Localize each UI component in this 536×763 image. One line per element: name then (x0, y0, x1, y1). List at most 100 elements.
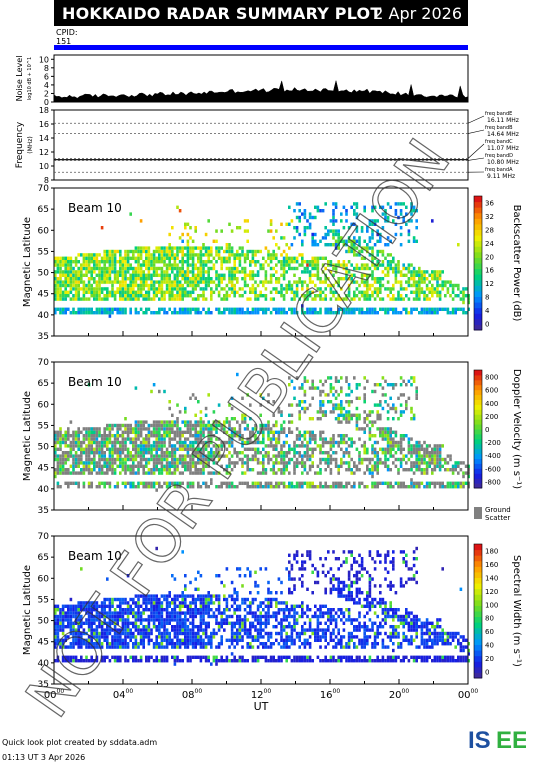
echo-cell (319, 294, 322, 298)
echo-cell (113, 434, 117, 438)
echo-cell (191, 256, 195, 260)
echo-cell (178, 290, 182, 294)
echo-cell (80, 614, 83, 619)
echo-cell (298, 209, 301, 213)
echo-cell (113, 611, 117, 615)
echo-cell (176, 266, 179, 271)
echo-cell (134, 464, 138, 468)
echo-cell (311, 386, 314, 390)
echo-cell (243, 427, 247, 431)
echo-cell (215, 420, 218, 424)
echo-cell (103, 464, 106, 468)
echo-cell (155, 256, 158, 260)
echo-cell (72, 628, 75, 632)
echo-cell (150, 618, 153, 622)
echo-cell (233, 260, 236, 264)
echo-cell (113, 280, 117, 284)
echo-cell (74, 297, 78, 301)
echo-cell (111, 434, 114, 438)
echo-cell (280, 444, 283, 448)
echo-cell (150, 260, 153, 264)
echo-cell (158, 434, 161, 438)
echo-cell (389, 307, 392, 311)
echo-cell (256, 461, 260, 465)
echo-cell (194, 625, 197, 629)
echo-cell (267, 280, 270, 284)
echo-cell (386, 485, 390, 489)
echo-cell (72, 481, 75, 485)
echo-cell (181, 283, 184, 288)
echo-cell (103, 628, 106, 632)
echo-cell (103, 260, 106, 264)
echo-cell (355, 464, 359, 468)
echo-cell (181, 307, 184, 311)
echo-cell (106, 437, 109, 441)
echo-cell (77, 611, 80, 615)
echo-cell (72, 437, 75, 441)
echo-cell (134, 642, 138, 646)
echo-cell (363, 273, 366, 277)
echo-cell (249, 273, 252, 277)
echo-cell (54, 451, 57, 455)
echo-cell (186, 655, 190, 659)
echo-cell (72, 655, 75, 659)
echo-cell (74, 440, 78, 445)
echo-cell (293, 461, 296, 465)
echo-cell (142, 625, 145, 629)
echo-cell (69, 420, 73, 424)
echo-cell (121, 280, 125, 284)
echo-cell (163, 389, 166, 394)
echo-cell (189, 420, 192, 424)
echo-cell (363, 290, 366, 294)
echo-cell (376, 417, 379, 421)
echo-cell (376, 229, 379, 233)
echo-cell (441, 307, 444, 311)
echo-cell (288, 246, 291, 250)
echo-cell (184, 437, 187, 441)
echo-cell (147, 485, 151, 489)
echo-cell (376, 277, 379, 281)
echo-cell (215, 427, 218, 431)
echo-cell (181, 266, 184, 271)
echo-cell (69, 454, 73, 458)
echo-cell (163, 249, 166, 254)
echo-cell (124, 260, 127, 264)
echo-cell (197, 256, 200, 260)
echo-cell (256, 437, 260, 441)
echo-cell (59, 437, 62, 441)
echo-cell (87, 638, 91, 642)
colorbar-segment (474, 468, 482, 474)
echo-cell (345, 273, 348, 277)
echo-cell (98, 283, 101, 288)
echo-cell (64, 611, 67, 615)
echo-cell (184, 454, 187, 458)
echo-cell (202, 287, 205, 291)
echo-cell (415, 447, 418, 451)
echo-cell (363, 311, 366, 315)
echo-cell (327, 461, 330, 465)
echo-cell (212, 239, 216, 243)
echo-cell (264, 297, 268, 301)
echo-cell (207, 597, 210, 602)
echo-cell (197, 587, 200, 591)
echo-cell (90, 485, 93, 489)
echo-cell (256, 485, 260, 489)
echo-cell (184, 246, 187, 250)
echo-cell (163, 628, 166, 632)
echo-cell (384, 212, 387, 216)
echo-cell (158, 437, 161, 441)
echo-cell (436, 311, 439, 315)
echo-cell (350, 297, 353, 301)
echo-cell (100, 270, 104, 274)
echo-cell (228, 420, 231, 424)
echo-cell (137, 427, 140, 431)
echo-cell (272, 430, 275, 434)
noise-ytick-label: 0 (44, 98, 49, 107)
echo-cell (306, 481, 309, 485)
echo-cell (308, 481, 312, 485)
echo-cell (163, 430, 166, 434)
echo-cell (145, 294, 148, 298)
echo-cell (121, 631, 125, 636)
echo-cell (431, 311, 434, 315)
echo-cell (282, 420, 286, 424)
